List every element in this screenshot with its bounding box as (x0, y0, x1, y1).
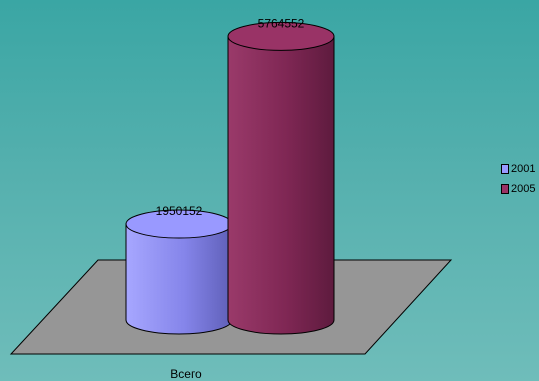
data-label-2005: 5764552 (258, 16, 305, 30)
legend-item-2001: 2001 (501, 161, 537, 176)
category-label: Всего (170, 367, 202, 381)
bar-2005-body (227, 35, 335, 335)
legend-swatch-2005 (501, 183, 509, 194)
bar-2001-body (125, 223, 233, 335)
bar-2005-top (227, 21, 335, 51)
data-labels: 1950152 5764552 (156, 16, 305, 218)
data-label-2001: 1950152 (156, 204, 203, 218)
legend-swatch-2001 (501, 163, 509, 174)
legend: 2001 2005 (501, 161, 537, 201)
legend-item-2005: 2005 (501, 181, 537, 196)
bars (125, 21, 335, 335)
legend-label-2005: 2005 (511, 182, 536, 195)
legend-label-2001: 2001 (511, 162, 536, 175)
